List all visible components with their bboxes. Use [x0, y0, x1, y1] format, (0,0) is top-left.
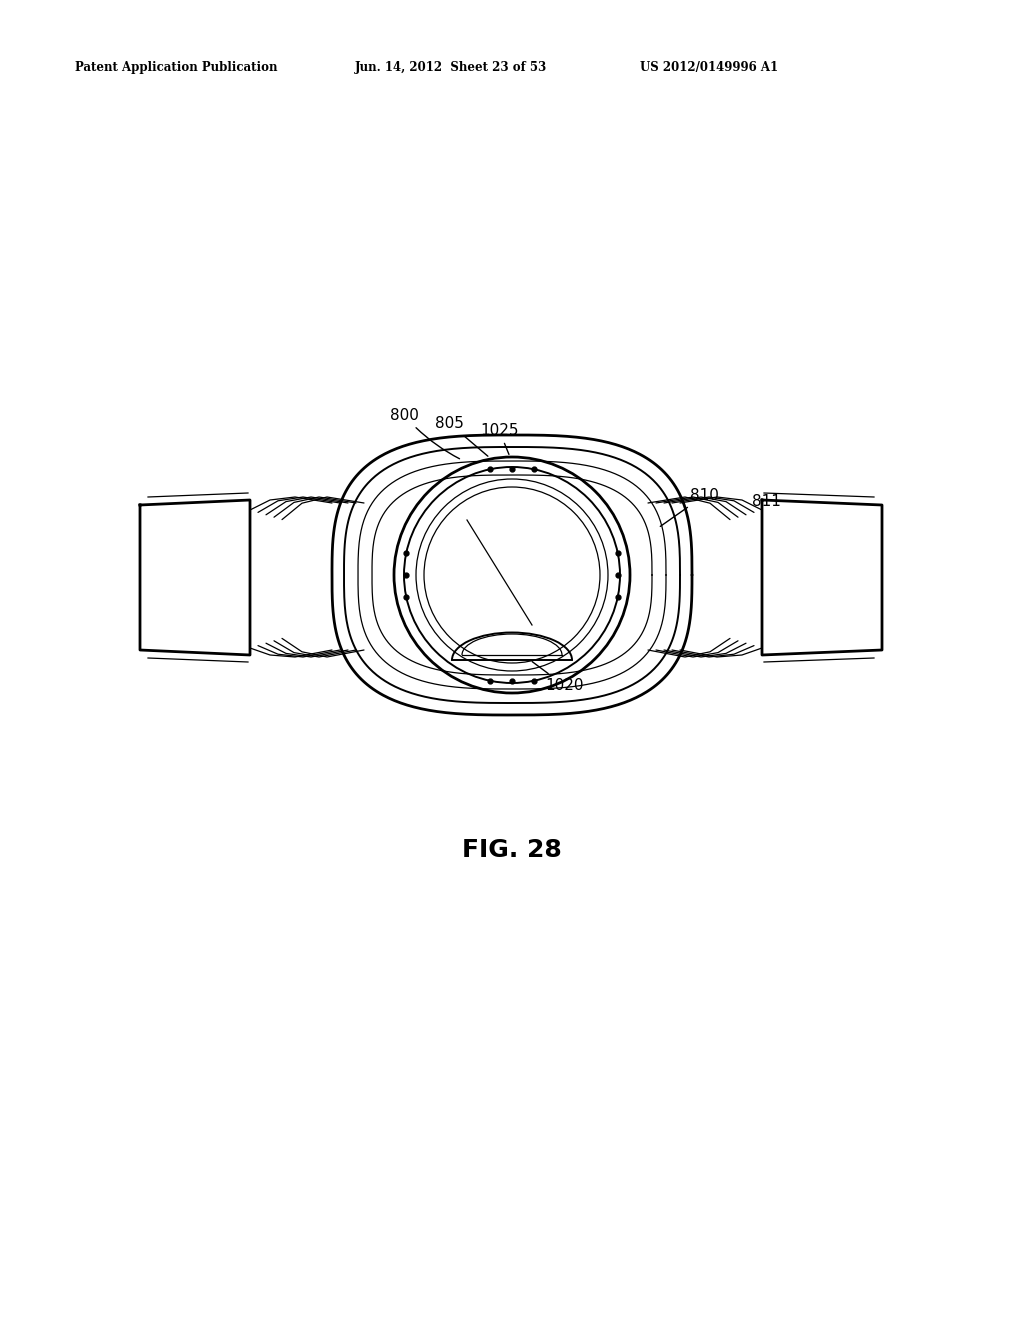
Text: Jun. 14, 2012  Sheet 23 of 53: Jun. 14, 2012 Sheet 23 of 53 [355, 62, 547, 74]
Text: 1020: 1020 [532, 661, 584, 693]
Text: FIG. 28: FIG. 28 [462, 838, 562, 862]
Text: 810: 810 [660, 488, 719, 527]
Text: 805: 805 [435, 416, 487, 457]
Text: Patent Application Publication: Patent Application Publication [75, 62, 278, 74]
Ellipse shape [424, 487, 600, 663]
Text: 800: 800 [390, 408, 460, 459]
Text: 811: 811 [752, 495, 781, 510]
Text: 1025: 1025 [480, 422, 518, 454]
Text: US 2012/0149996 A1: US 2012/0149996 A1 [640, 62, 778, 74]
